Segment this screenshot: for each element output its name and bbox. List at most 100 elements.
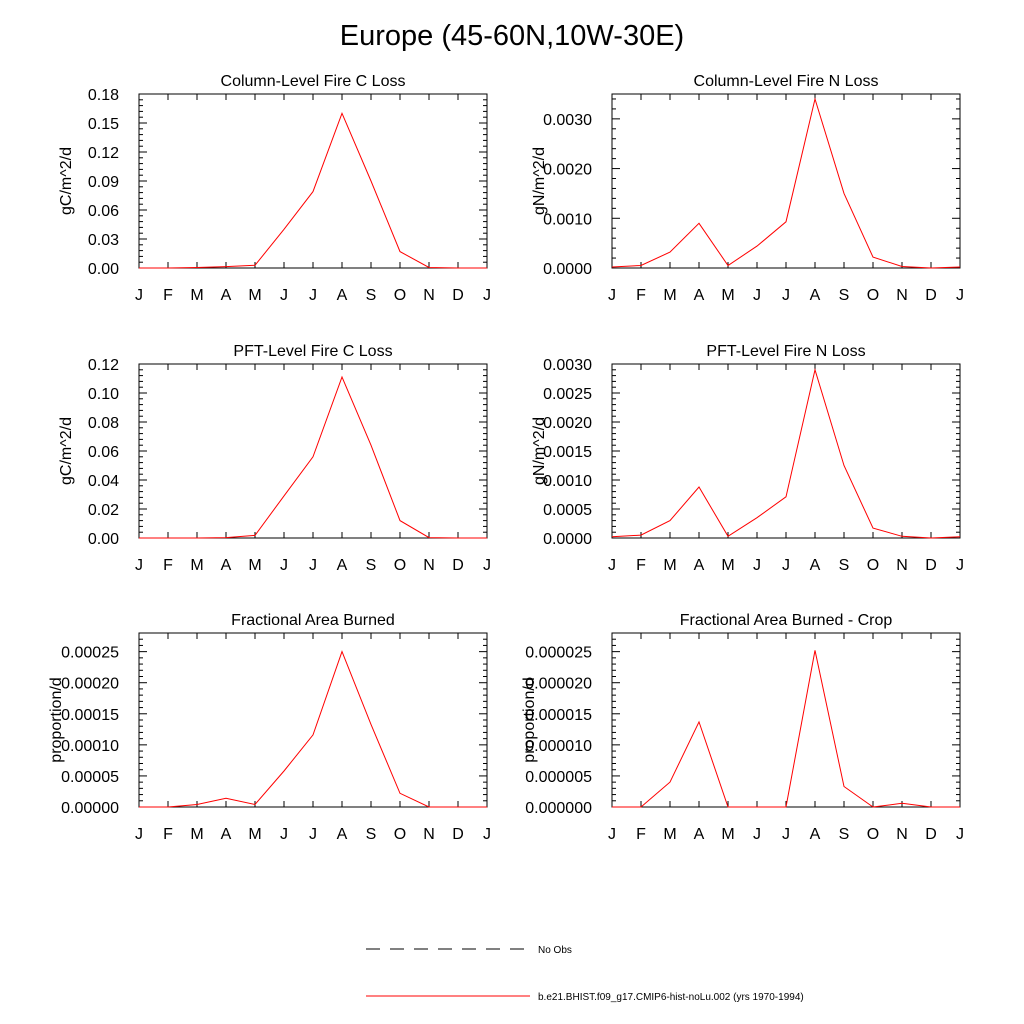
series-line: [611, 367, 961, 539]
x-tick-label: J: [280, 826, 288, 843]
y-tick-label: 0.02: [88, 502, 119, 519]
x-tick-label: J: [608, 557, 616, 574]
x-tick-label: O: [394, 287, 406, 304]
y-tick-label: 0.18: [88, 87, 119, 104]
x-tick-label: A: [221, 287, 232, 304]
x-tick-label: A: [221, 557, 232, 574]
x-tick-label: F: [163, 826, 173, 843]
y-tick-label: 0.0020: [543, 415, 592, 432]
x-tick-label: J: [135, 826, 143, 843]
panel-title: PFT-Level Fire N Loss: [706, 343, 865, 360]
x-tick-label: J: [782, 557, 790, 574]
x-tick-label: M: [190, 557, 203, 574]
y-tick-label: 0.15: [88, 116, 119, 133]
x-tick-label: N: [896, 826, 908, 843]
y-tick-label: 0.06: [88, 444, 119, 461]
plot-frame: [138, 93, 488, 269]
x-tick-label: J: [135, 287, 143, 304]
y-tick-label: 0.0010: [543, 473, 592, 490]
x-tick-label: J: [280, 557, 288, 574]
x-tick-label: N: [423, 287, 435, 304]
x-tick-label: J: [309, 557, 317, 574]
x-tick-label: J: [483, 826, 491, 843]
x-tick-label: S: [366, 826, 377, 843]
y-tick-label: 0.12: [88, 357, 119, 374]
x-tick-label: J: [753, 287, 761, 304]
x-tick-label: S: [839, 287, 850, 304]
x-tick-label: J: [309, 287, 317, 304]
y-tick-label: 0.04: [88, 473, 119, 490]
x-tick-label: O: [867, 826, 879, 843]
plot-frame: [138, 632, 488, 808]
x-tick-label: A: [810, 557, 821, 574]
x-tick-label: O: [867, 557, 879, 574]
panel-title: Column-Level Fire N Loss: [694, 73, 879, 90]
x-tick-label: N: [896, 287, 908, 304]
x-tick-label: M: [721, 287, 734, 304]
plot-frame: [138, 363, 488, 539]
x-tick-label: N: [423, 826, 435, 843]
y-axis-label: gN/m^2/d: [531, 417, 548, 485]
y-tick-label: 0.000005: [525, 769, 592, 786]
x-tick-label: J: [956, 826, 964, 843]
x-tick-label: M: [190, 287, 203, 304]
y-tick-label: 0.0000: [543, 531, 592, 548]
x-tick-label: M: [721, 826, 734, 843]
panel-title: Fractional Area Burned: [231, 612, 395, 629]
legend: No Obs b.e21.BHIST.f09_g17.CMIP6-hist-no…: [366, 945, 804, 1003]
x-tick-label: D: [925, 826, 937, 843]
x-tick-label: O: [394, 826, 406, 843]
x-tick-label: A: [694, 826, 705, 843]
x-tick-label: A: [337, 826, 348, 843]
x-tick-label: S: [366, 287, 377, 304]
plot-frame: [611, 363, 961, 539]
y-tick-label: 0.000010: [525, 738, 592, 755]
y-axis-label: gN/m^2/d: [531, 147, 548, 215]
x-tick-label: M: [248, 826, 261, 843]
legend-model-label: b.e21.BHIST.f09_g17.CMIP6-hist-noLu.002 …: [538, 992, 804, 1003]
y-tick-label: 0.00: [88, 261, 119, 278]
x-tick-label: O: [394, 557, 406, 574]
y-tick-label: 0.10: [88, 386, 119, 403]
x-tick-label: M: [190, 826, 203, 843]
x-tick-label: S: [839, 826, 850, 843]
x-tick-label: J: [483, 557, 491, 574]
x-tick-label: J: [782, 287, 790, 304]
x-tick-label: J: [608, 826, 616, 843]
x-tick-label: F: [163, 287, 173, 304]
page-title: Europe (45-60N,10W-30E): [339, 20, 685, 52]
y-tick-label: 0.09: [88, 174, 119, 191]
series-line: [139, 650, 487, 808]
x-tick-label: S: [366, 557, 377, 574]
x-tick-label: A: [221, 826, 232, 843]
x-tick-label: D: [925, 287, 937, 304]
panel-title: Column-Level Fire C Loss: [221, 73, 406, 90]
plot-frame: [611, 632, 961, 808]
y-tick-label: 0.08: [88, 415, 119, 432]
y-tick-label: 0.000015: [525, 707, 592, 724]
y-tick-label: 0.0030: [543, 112, 592, 129]
x-tick-label: J: [608, 287, 616, 304]
y-tick-label: 0.00010: [61, 738, 119, 755]
x-tick-label: M: [663, 826, 676, 843]
x-tick-label: J: [782, 826, 790, 843]
y-tick-label: 0.0025: [543, 386, 592, 403]
x-tick-label: F: [163, 557, 173, 574]
y-axis-label: proportion/d: [48, 677, 65, 762]
x-tick-label: N: [896, 557, 908, 574]
y-axis-label: gC/m^2/d: [58, 417, 75, 485]
series-line: [139, 111, 487, 269]
x-tick-label: S: [839, 557, 850, 574]
x-tick-label: A: [694, 557, 705, 574]
y-tick-label: 0.000025: [525, 645, 592, 662]
x-tick-label: D: [452, 557, 464, 574]
x-tick-label: M: [248, 287, 261, 304]
y-tick-label: 0.03: [88, 232, 119, 249]
plot-frame: [611, 93, 961, 269]
y-tick-label: 0.00025: [61, 645, 119, 662]
